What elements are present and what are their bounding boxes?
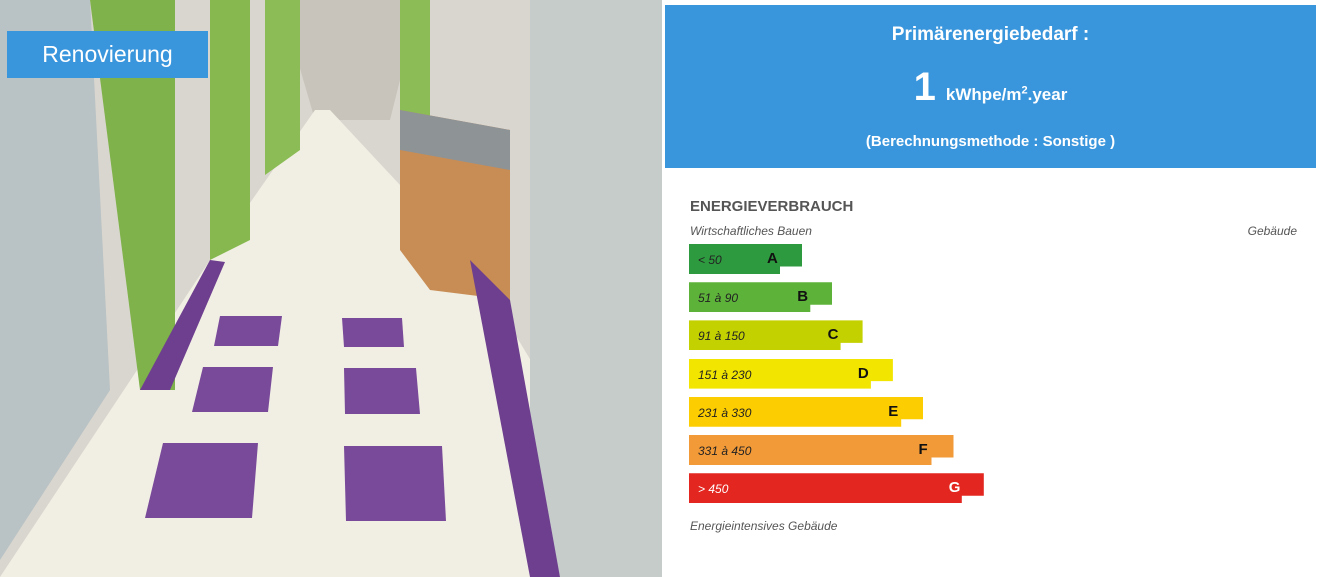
class-range: 331 à 450 bbox=[698, 444, 751, 458]
class-range: 51 à 90 bbox=[698, 291, 738, 305]
class-letter: B bbox=[797, 288, 808, 305]
class-letter: D bbox=[858, 365, 869, 382]
badge: Renovierung bbox=[7, 31, 208, 78]
photo bbox=[0, 0, 662, 577]
header-title: Primärenergiebedarf : bbox=[665, 24, 1316, 46]
class-range: > 450 bbox=[698, 482, 728, 496]
energy-class-bar: > 450 G bbox=[689, 473, 984, 503]
scale-title: ENERGIEVERBRAUCH bbox=[690, 198, 853, 215]
class-letter: E bbox=[888, 403, 898, 420]
scale-right-label: Gebäude bbox=[1248, 224, 1297, 238]
energy-unit: kWhpe/m2.year bbox=[946, 85, 1067, 104]
energy-header: Primärenergiebedarf : 1 kWhpe/m2.year (Be… bbox=[665, 5, 1316, 168]
class-letter: F bbox=[919, 441, 928, 458]
energy-class-bar: < 50 A bbox=[689, 244, 802, 274]
energy-class-bar: 231 à 330 E bbox=[689, 397, 923, 427]
energy-class-bar: 51 à 90 B bbox=[689, 282, 832, 312]
scale-top-label: Wirtschaftliches Bauen bbox=[690, 224, 812, 238]
energy-class-bar: 91 à 150 C bbox=[689, 320, 863, 350]
method: (Berechnungsmethode : Sonstige ) bbox=[665, 133, 1316, 150]
class-letter: G bbox=[949, 479, 961, 496]
header-value-row: 1 kWhpe/m2.year bbox=[665, 65, 1316, 110]
energy-class-bar: 151 à 230 D bbox=[689, 359, 893, 389]
class-letter: A bbox=[767, 250, 778, 267]
page: Renovierung Primärenergiebedarf : 1 kWhpe… bbox=[0, 0, 1323, 577]
unit-tail: .year bbox=[1028, 85, 1068, 104]
energy-value: 1 bbox=[914, 65, 936, 109]
class-range: 91 à 150 bbox=[698, 329, 745, 343]
class-range: 151 à 230 bbox=[698, 368, 751, 382]
energy-scale: ENERGIEVERBRAUCH Wirtschaftliches Bauen … bbox=[665, 168, 1316, 577]
class-range: < 50 bbox=[698, 253, 722, 267]
energy-class-bar: 331 à 450 F bbox=[689, 435, 954, 465]
unit-base: kWhpe/m bbox=[946, 85, 1022, 104]
class-range: 231 à 330 bbox=[698, 406, 751, 420]
scale-bottom-label: Energieintensives Gebäude bbox=[690, 519, 837, 533]
class-letter: C bbox=[828, 326, 839, 343]
